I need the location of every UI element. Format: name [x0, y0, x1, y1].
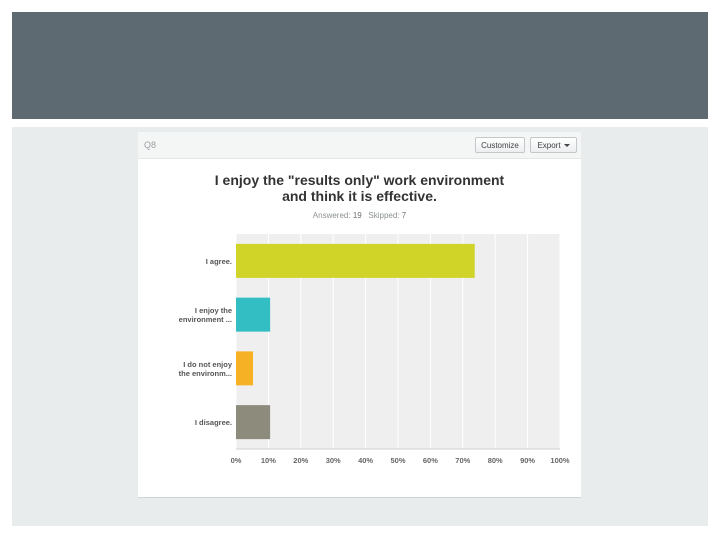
- bar: [236, 405, 271, 440]
- category-label: I agree.: [206, 257, 232, 266]
- question-number: Q8: [144, 140, 157, 150]
- slide-header-band: [12, 12, 708, 119]
- skipped-value: 7: [401, 211, 407, 220]
- x-tick-label: 0%: [231, 456, 242, 465]
- question-title-line-1: I enjoy the "results only" work environm…: [214, 172, 505, 188]
- x-tick-label: 50%: [390, 456, 405, 465]
- x-tick-label: 90%: [520, 456, 535, 465]
- x-tick-label: 10%: [261, 456, 276, 465]
- export-button-label: Export: [537, 141, 561, 150]
- x-tick-label: 80%: [488, 456, 503, 465]
- category-label: I do not enjoy: [183, 360, 233, 369]
- category-label: I disagree.: [195, 418, 232, 427]
- category-label: the environm...: [179, 369, 232, 378]
- x-tick-label: 70%: [455, 456, 470, 465]
- survey-question-panel: Q8 Customize Export I enjoy the "results…: [138, 132, 581, 498]
- answered-label: Answered:: [312, 211, 351, 220]
- question-title-line-2: and think it is effective.: [282, 188, 437, 204]
- x-tick-label: 100%: [550, 456, 570, 465]
- bar: [236, 351, 254, 386]
- chevron-down-icon: [563, 144, 570, 147]
- answered-value: 19: [352, 211, 362, 220]
- x-tick-label: 60%: [423, 456, 438, 465]
- export-button[interactable]: Export: [530, 137, 577, 153]
- question-title: I enjoy the "results only" work environm…: [138, 172, 581, 204]
- category-label: I enjoy the: [195, 306, 232, 315]
- panel-toolbar: Q8 Customize Export: [138, 132, 581, 159]
- bar: [236, 243, 475, 278]
- x-tick-label: 30%: [326, 456, 341, 465]
- x-tick-label: 40%: [358, 456, 373, 465]
- bar: [236, 297, 271, 332]
- customize-button-label: Customize: [481, 141, 519, 150]
- customize-button[interactable]: Customize: [475, 137, 525, 153]
- category-label: environment ...: [179, 315, 232, 324]
- x-tick-label: 20%: [293, 456, 308, 465]
- response-stats: Answered: 19 Skipped: 7: [138, 211, 581, 220]
- skipped-label: Skipped:: [368, 211, 400, 220]
